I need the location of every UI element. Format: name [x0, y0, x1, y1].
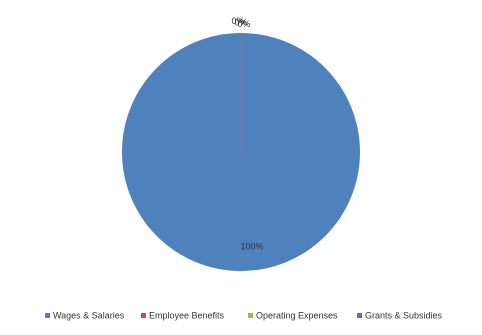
- slice-label: 100%: [240, 242, 263, 252]
- legend-label: Operating Expenses: [256, 310, 338, 320]
- legend-label: Employee Benefits: [149, 310, 225, 320]
- legend-label: Grants & Subsidies: [365, 310, 443, 320]
- legend-label: Wages & Salaries: [53, 310, 125, 320]
- slice-label: 0%: [231, 16, 244, 26]
- legend-swatch: [141, 313, 146, 318]
- slice-label: 0%: [234, 17, 247, 27]
- slice-label: 0%: [237, 19, 250, 29]
- legend-swatch: [248, 313, 253, 318]
- legend-swatch: [45, 313, 50, 318]
- legend-swatch: [357, 313, 362, 318]
